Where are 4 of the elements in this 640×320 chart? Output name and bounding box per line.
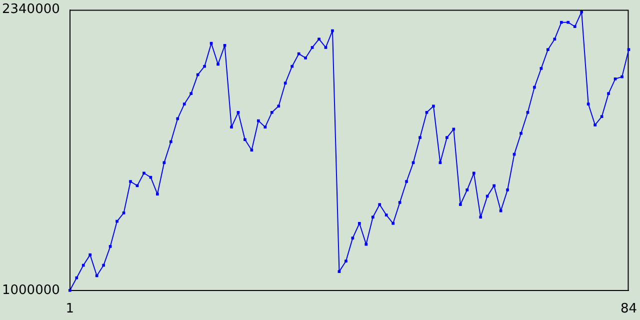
x-tick-label: 84 (620, 302, 637, 317)
y-tick-label: 2340000 (2, 2, 60, 18)
y-tick-label: 1000000 (2, 282, 60, 298)
x-tick-label: 1 (66, 302, 74, 317)
